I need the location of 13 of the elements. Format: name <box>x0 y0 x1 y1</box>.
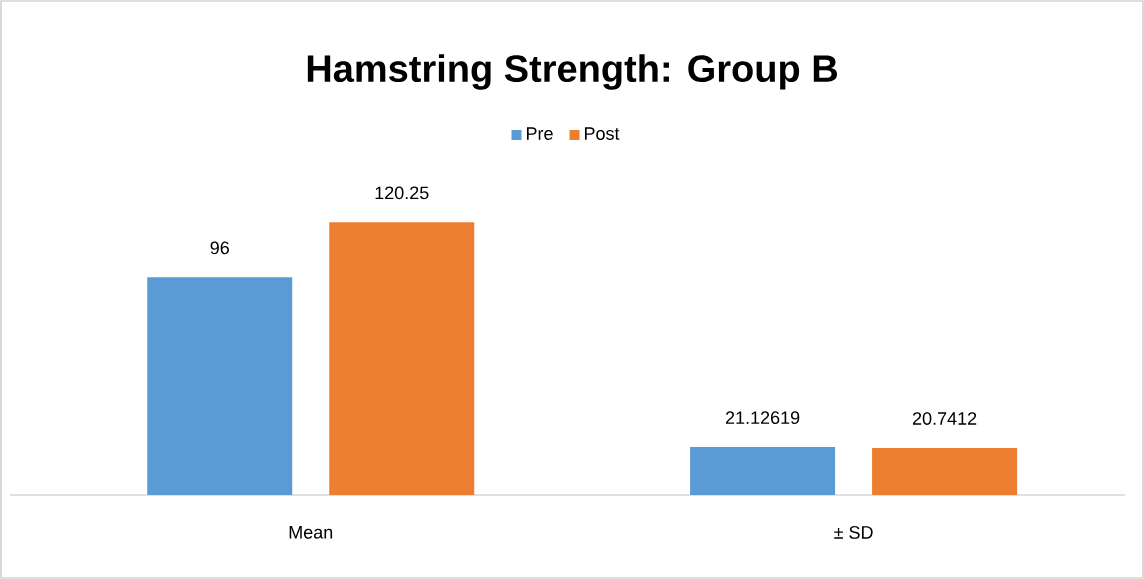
data-label: 21.12619 <box>725 411 800 425</box>
data-label: 96 <box>210 241 229 255</box>
bar <box>147 277 293 495</box>
data-label: 120.25 <box>375 186 429 200</box>
chart-title: Hamstring Strength: Group B <box>307 54 837 90</box>
bar <box>690 447 836 495</box>
legend-label: Pre <box>526 127 553 140</box>
data-label: 20.7412 <box>912 412 977 425</box>
x-tick-label: ± SD <box>834 526 873 539</box>
bar <box>329 222 475 495</box>
legend-label: Post <box>584 127 620 140</box>
x-tick-label: Mean <box>289 526 333 539</box>
bar <box>872 447 1018 495</box>
